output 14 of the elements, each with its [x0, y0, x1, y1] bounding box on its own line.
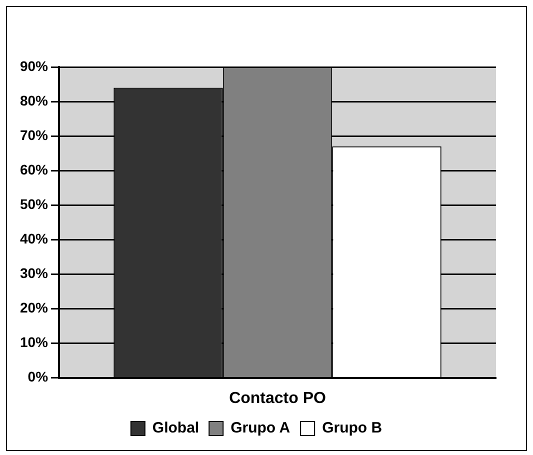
y-tick-label: 10%: [20, 334, 49, 350]
legend-label: Grupo B: [322, 420, 382, 437]
y-tick-label: 80%: [20, 92, 49, 108]
x-tick-label: Contacto PO: [229, 390, 326, 407]
y-tick-label: 90%: [20, 58, 49, 74]
y-tick-label: 20%: [20, 300, 49, 316]
y-tick-label: 0%: [28, 368, 49, 385]
legend-label: Grupo A: [230, 420, 290, 437]
y-tick-label: 40%: [20, 230, 49, 247]
y-tick-label: 70%: [20, 126, 49, 143]
y-tick-label: 60%: [20, 161, 49, 178]
y-tick-label: 50%: [20, 196, 49, 212]
y-tick-label: 30%: [20, 265, 49, 282]
legend-label: Global: [152, 420, 200, 437]
